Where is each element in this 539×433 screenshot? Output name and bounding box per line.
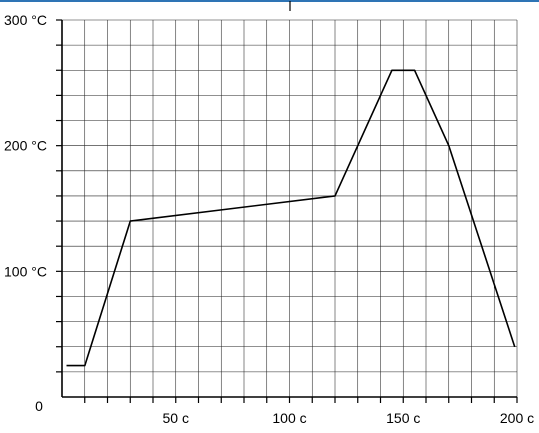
x-tick-label: 150 c [386, 410, 420, 426]
y-tick-label: 200 °C [4, 138, 47, 154]
x-tick-label: 200 c [500, 410, 534, 426]
x-tick-label: 100 c [272, 410, 306, 426]
tick-labels: 50 c 100 c 150 c 200 c 100 °C 200 °C 300 °C 0 [4, 12, 534, 426]
y-tick-label: 300 °C [4, 12, 47, 28]
x-tick-label: 50 c [163, 410, 189, 426]
series [66, 69, 516, 367]
y-tick-label: 100 °C [4, 263, 47, 279]
grid [62, 19, 518, 397]
axes [56, 19, 518, 403]
series-line-0 [66, 69, 516, 367]
origin-label: 0 [35, 398, 43, 414]
